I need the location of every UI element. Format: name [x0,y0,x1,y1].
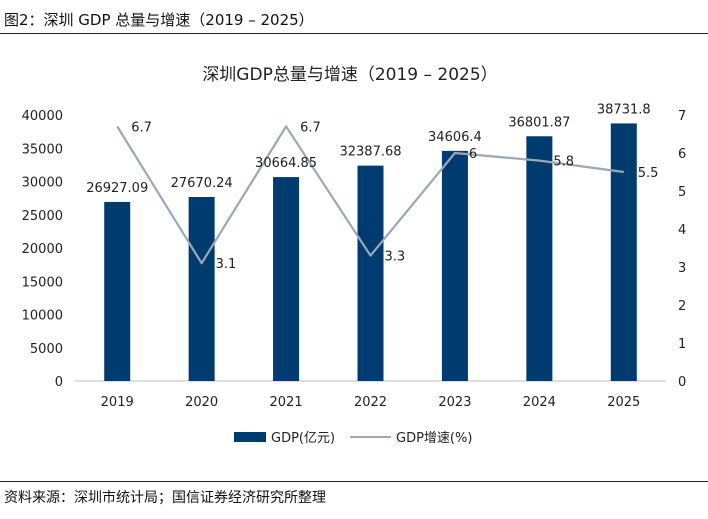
right-tick-label: 1 [678,337,686,352]
gdp-bar [188,196,215,381]
gdp-bar-label: 36801.87 [508,115,570,130]
gdp-bar [610,123,637,381]
right-tick-label: 2 [678,299,686,314]
legend-bar-swatch [234,432,266,442]
right-tick-label: 5 [678,185,686,200]
growth-point-label: 5.8 [553,155,574,170]
left-tick-label: 5000 [30,342,63,357]
gdp-bar-label: 34606.4 [428,130,482,145]
x-tick-label: 2020 [185,395,218,410]
chart: 深圳GDP总量与增速（2019 – 2025） 0 5000 10000 15000 2… [22,65,687,446]
growth-point-label: 6.7 [131,120,152,135]
right-axis: 0 1 2 3 4 5 6 7 [678,109,686,390]
figure-caption: 图2：深圳 GDP 总量与增速（2019 – 2025） [4,11,314,29]
right-tick-label: 7 [678,109,686,124]
right-tick-label: 4 [678,223,686,238]
left-tick-label: 35000 [22,142,63,157]
source-note: 资料来源：深圳市统计局；国信证券经济研究所整理 [4,490,326,506]
bottom-rule [0,481,708,482]
bar-data-labels: 26927.09 27670.24 30664.85 32387.68 34606.4 3… [86,102,650,196]
left-tick-label: 15000 [22,275,63,290]
growth-point-label: 5.5 [638,166,659,181]
gdp-bar [273,177,300,381]
x-tick-label: 2021 [270,395,303,410]
gdp-bar-label: 38731.8 [597,102,651,117]
gdp-bar [526,136,553,381]
gdp-bar-label: 30664.85 [255,156,317,171]
gdp-bar-label: 32387.68 [339,145,401,160]
gdp-bar-label: 26927.09 [86,181,148,196]
line-data-labels: 6.7 3.1 6.7 3.3 6 5.8 5.5 [131,120,658,272]
left-axis: 0 5000 10000 15000 20000 25000 30000 35000 40000 [22,109,63,390]
right-tick-label: 0 [678,375,686,390]
legend-bar-label: GDP(亿元) [271,431,335,446]
chart-title: 深圳GDP总量与增速（2019 – 2025） [202,65,497,85]
gdp-bar [357,165,384,381]
x-tick-label: 2025 [607,395,640,410]
growth-point-label: 3.1 [216,257,237,272]
x-tick-label: 2024 [523,395,556,410]
gdp-bar-label: 27670.24 [171,176,233,191]
gdp-bar [104,201,131,381]
left-tick-label: 0 [55,375,63,390]
right-tick-label: 6 [678,147,686,162]
growth-line [116,125,624,265]
x-axis: 2019 2020 2021 2022 2023 2024 2025 [75,380,666,410]
growth-point-label: 3.3 [385,250,406,265]
left-tick-label: 40000 [22,109,63,124]
growth-point-label: 6 [469,147,477,162]
gdp-bar [441,150,468,381]
left-tick-label: 20000 [22,242,63,257]
growth-point-label: 6.7 [300,120,321,135]
legend: GDP(亿元) GDP增速(%) [234,431,472,446]
left-tick-label: 30000 [22,176,63,191]
right-tick-label: 3 [678,261,686,276]
legend-line-label: GDP增速(%) [396,431,472,446]
x-tick-label: 2019 [101,395,134,410]
x-tick-label: 2023 [438,395,471,410]
left-tick-label: 25000 [22,209,63,224]
top-rule [0,33,708,34]
bar-series [104,123,637,381]
line-series [116,125,624,265]
x-tick-label: 2022 [354,395,387,410]
left-tick-label: 10000 [22,309,63,324]
